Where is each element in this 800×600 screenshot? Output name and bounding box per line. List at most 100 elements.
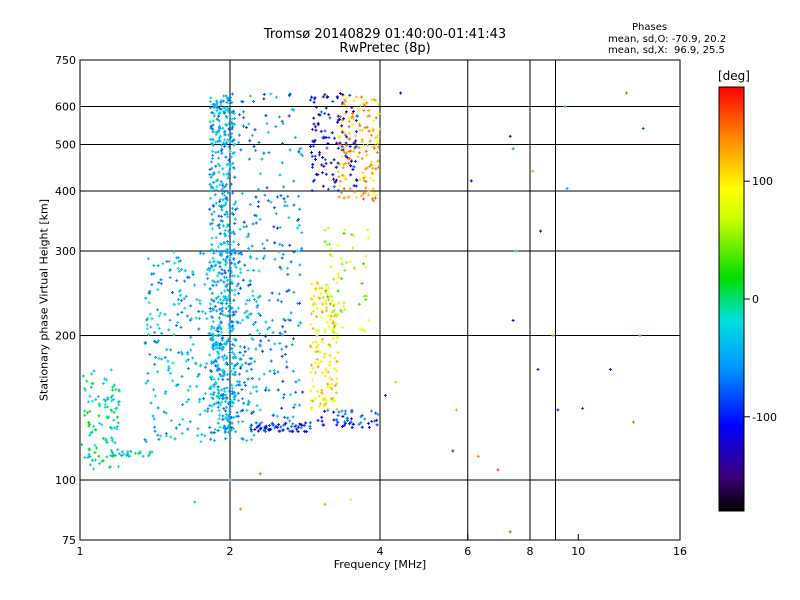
data-point: [215, 350, 219, 354]
data-point: [234, 265, 238, 269]
data-point: [344, 177, 348, 181]
data-point: [327, 136, 331, 140]
data-point: [292, 406, 296, 410]
data-point: [223, 430, 227, 434]
data-point: [216, 326, 220, 330]
data-point: [312, 178, 316, 182]
data-point: [375, 423, 379, 427]
data-point: [253, 359, 257, 363]
data-point: [247, 400, 251, 404]
data-point: [226, 133, 230, 137]
data-point: [372, 191, 376, 195]
data-point: [334, 178, 338, 182]
data-point: [218, 126, 222, 130]
data-point: [314, 157, 318, 161]
data-point: [335, 332, 339, 336]
data-point: [220, 268, 224, 272]
data-point: [283, 318, 287, 322]
data-point: [563, 105, 567, 109]
data-point: [208, 375, 212, 379]
data-point: [345, 106, 349, 110]
data-point: [212, 333, 216, 337]
data-point: [214, 283, 218, 287]
data-point: [257, 269, 261, 273]
data-point: [363, 329, 367, 333]
data-point: [224, 106, 228, 110]
data-point: [209, 175, 213, 179]
data-point: [116, 415, 120, 419]
data-point: [556, 408, 560, 412]
data-point: [223, 194, 227, 198]
data-point: [224, 123, 228, 127]
data-point: [291, 429, 295, 433]
data-point: [248, 283, 252, 287]
data-point: [115, 425, 119, 429]
data-point: [321, 296, 325, 300]
data-point: [150, 317, 154, 321]
data-point: [231, 151, 235, 155]
data-point: [228, 339, 232, 343]
data-point: [249, 312, 253, 316]
data-point: [236, 282, 240, 286]
data-point: [312, 384, 316, 388]
data-point: [165, 259, 169, 263]
data-point: [330, 131, 334, 135]
data-point: [105, 415, 109, 419]
data-point: [189, 335, 193, 339]
data-point: [514, 249, 518, 253]
data-point: [87, 448, 91, 452]
data-point: [208, 287, 212, 291]
data-point: [230, 389, 234, 393]
data-point: [239, 148, 243, 152]
data-point: [277, 292, 281, 296]
data-point: [220, 147, 224, 151]
data-point: [189, 348, 193, 352]
data-point: [309, 323, 313, 327]
data-point: [297, 223, 301, 227]
data-point: [258, 294, 262, 298]
data-point: [338, 91, 342, 95]
data-point: [227, 427, 231, 431]
data-point: [225, 172, 229, 176]
data-point: [308, 344, 312, 348]
data-point: [174, 323, 178, 327]
data-point: [377, 145, 381, 149]
data-point: [218, 250, 222, 254]
data-point: [250, 438, 254, 442]
data-point: [216, 280, 220, 284]
data-point: [212, 402, 216, 406]
data-point: [242, 225, 246, 229]
data-point: [285, 204, 289, 208]
data-point: [196, 434, 200, 438]
data-point: [232, 112, 236, 116]
data-point: [300, 246, 304, 250]
data-point: [327, 242, 331, 246]
data-point: [176, 266, 180, 270]
data-point: [366, 193, 370, 197]
data-point: [254, 385, 258, 389]
data-point: [318, 350, 322, 354]
data-point: [334, 165, 338, 169]
data-point: [230, 117, 234, 121]
data-point: [283, 200, 287, 204]
data-point: [291, 369, 295, 373]
data-point: [320, 360, 324, 364]
data-point: [347, 422, 351, 426]
data-point: [276, 370, 280, 374]
data-point: [270, 318, 274, 322]
data-point: [228, 243, 232, 247]
data-point: [228, 368, 232, 372]
data-point: [217, 106, 221, 110]
data-point: [219, 180, 223, 184]
data-point: [342, 304, 346, 308]
data-point: [231, 372, 235, 376]
data-point: [211, 344, 215, 348]
data-point: [230, 110, 234, 114]
data-point: [258, 344, 262, 348]
data-point: [223, 213, 227, 217]
data-point: [343, 133, 347, 137]
data-point: [368, 139, 372, 143]
data-point: [321, 171, 325, 175]
data-point: [328, 386, 332, 390]
data-point: [249, 361, 253, 365]
